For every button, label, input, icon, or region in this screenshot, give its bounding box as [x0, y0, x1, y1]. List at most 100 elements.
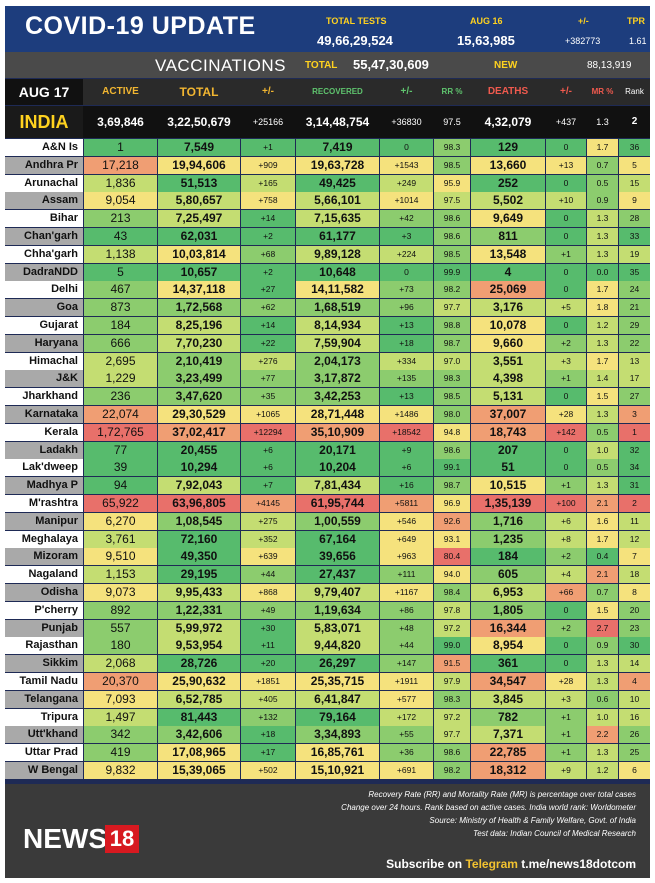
- india-total-row: INDIA 3,69,846 3,22,50,679 +25166 3,14,4…: [5, 106, 650, 138]
- state-name: Manipur: [5, 512, 83, 530]
- state-deaths-cell: 1,35,139: [471, 495, 545, 512]
- state-mr-cell: 1.3: [587, 655, 618, 673]
- table-row: J&K 1,229 3,23,499 +77 3,17,872 +135 98.3 4,398…: [5, 370, 650, 388]
- state-deaths-change-cell: 0: [546, 601, 586, 619]
- state-deaths-change-cell: 0: [546, 441, 586, 459]
- state-name: DadraNDD: [5, 263, 83, 281]
- state-deaths-cell: 34,547: [471, 673, 545, 690]
- state-rank-cell: 36: [619, 139, 650, 156]
- column-active: ACTIVE: [102, 86, 139, 97]
- table-row: Punjab 557 5,99,972 +30 5,83,071 +48 97.2 16,34…: [5, 619, 650, 638]
- india-recovered-change: +36830: [391, 117, 422, 127]
- state-total-cell: 81,443: [158, 708, 240, 726]
- table-row: Karnataka 22,074 29,30,529 +1065 28,71,448 +1…: [5, 406, 650, 424]
- state-total-change-cell: +132: [241, 708, 295, 726]
- state-recovered-cell: 9,89,128: [296, 245, 379, 263]
- state-rr-cell: 98.6: [434, 441, 470, 459]
- state-name: Rajasthan: [5, 637, 83, 655]
- state-recovered-change-cell: 0: [380, 263, 433, 281]
- state-active-cell: 1: [84, 139, 157, 156]
- state-recovered-cell: 61,177: [296, 228, 379, 245]
- state-name: Lak'dweep: [5, 459, 83, 477]
- state-recovered-cell: 25,35,715: [296, 673, 379, 690]
- state-recovered-change-cell: +36: [380, 744, 433, 762]
- state-recovered-cell: 67,164: [296, 530, 379, 548]
- state-recovered-change-cell: +13: [380, 388, 433, 406]
- state-active-cell: 9,510: [84, 548, 157, 566]
- state-recovered-change-cell: +18542: [380, 423, 433, 441]
- state-deaths-cell: 16,344: [471, 619, 545, 637]
- table-row: Himachal 2,695 2,10,419 +276 2,04,173 +334 97.…: [5, 352, 650, 371]
- state-total-change-cell: +4145: [241, 495, 295, 512]
- state-total-cell: 25,90,632: [158, 673, 240, 690]
- state-total-change-cell: +7: [241, 477, 295, 495]
- state-recovered-cell: 28,71,448: [296, 406, 379, 423]
- state-active-cell: 236: [84, 388, 157, 406]
- state-mr-cell: 0.7: [587, 584, 618, 601]
- vaccinations-bar: VACCINATIONS TOTAL 55,47,30,609 NEW 88,1…: [5, 52, 650, 78]
- state-mr-cell: 1.4: [587, 370, 618, 388]
- table-row: Utt'khand 342 3,42,606 +18 3,34,893 +55 97.7 7,…: [5, 726, 650, 744]
- state-mr-cell: 1.3: [587, 477, 618, 495]
- state-deaths-change-cell: +1: [546, 477, 586, 495]
- state-total-change-cell: +6: [241, 459, 295, 477]
- state-deaths-change-cell: +4: [546, 566, 586, 584]
- state-deaths-cell: 6,953: [471, 584, 545, 601]
- state-recovered-cell: 1,68,519: [296, 299, 379, 317]
- state-recovered-change-cell: +96: [380, 299, 433, 317]
- state-deaths-change-cell: 0: [546, 174, 586, 192]
- state-recovered-change-cell: +13: [380, 317, 433, 334]
- state-rank-cell: 30: [619, 637, 650, 655]
- state-deaths-change-cell: +2: [546, 548, 586, 566]
- state-total-change-cell: +12294: [241, 423, 295, 441]
- state-deaths-cell: 782: [471, 708, 545, 726]
- state-total-change-cell: +868: [241, 584, 295, 601]
- state-rank-cell: 31: [619, 477, 650, 495]
- india-active: 3,69,846: [97, 115, 144, 129]
- state-mr-cell: 1.3: [587, 744, 618, 762]
- state-name: Mizoram: [5, 548, 83, 566]
- state-deaths-change-cell: 0: [546, 228, 586, 245]
- india-recovered: 3,14,48,754: [305, 115, 370, 129]
- state-rr-cell: 98.8: [434, 317, 470, 334]
- state-total-change-cell: +17: [241, 744, 295, 762]
- telegram-label: Telegram: [465, 857, 518, 871]
- state-total-cell: 7,70,230: [158, 334, 240, 352]
- state-active-cell: 20,370: [84, 673, 157, 690]
- state-deaths-change-cell: +1: [546, 744, 586, 762]
- state-total-cell: 37,02,417: [158, 423, 240, 441]
- telegram-link[interactable]: t.me/news18dotcom: [521, 857, 636, 871]
- state-rr-cell: 98.4: [434, 584, 470, 601]
- column-deaths: DEATHS: [487, 86, 529, 97]
- state-deaths-cell: 4,398: [471, 370, 545, 388]
- state-total-cell: 63,96,805: [158, 495, 240, 512]
- state-total-cell: 1,22,331: [158, 601, 240, 619]
- state-rank-cell: 1: [619, 423, 650, 441]
- state-deaths-cell: 1,805: [471, 601, 545, 619]
- state-name: Arunachal: [5, 174, 83, 192]
- state-rank-cell: 7: [619, 548, 650, 566]
- subscribe-prefix: Subscribe on: [386, 857, 463, 871]
- state-recovered-cell: 9,44,820: [296, 637, 379, 655]
- state-recovered-change-cell: +6: [380, 459, 433, 477]
- state-active-cell: 2,068: [84, 655, 157, 673]
- state-rank-cell: 25: [619, 744, 650, 762]
- state-mr-cell: 0.4: [587, 548, 618, 566]
- state-deaths-cell: 25,069: [471, 281, 545, 299]
- state-deaths-change-cell: +28: [546, 406, 586, 423]
- footer-note-source: Source: Ministry of Health & Family Welf…: [429, 816, 636, 825]
- state-active-cell: 65,922: [84, 495, 157, 512]
- state-active-cell: 557: [84, 619, 157, 637]
- state-rr-cell: 98.5: [434, 245, 470, 263]
- state-total-change-cell: +11: [241, 637, 295, 655]
- state-rr-cell: 97.7: [434, 726, 470, 744]
- state-name: A&N Is: [5, 139, 83, 156]
- state-mr-cell: 1.6: [587, 512, 618, 530]
- state-active-cell: 94: [84, 477, 157, 495]
- state-deaths-cell: 22,785: [471, 744, 545, 762]
- state-rank-cell: 2: [619, 495, 650, 512]
- state-total-cell: 17,08,965: [158, 744, 240, 762]
- state-total-cell: 29,195: [158, 566, 240, 584]
- state-deaths-cell: 13,660: [471, 156, 545, 174]
- state-rr-cell: 98.6: [434, 744, 470, 762]
